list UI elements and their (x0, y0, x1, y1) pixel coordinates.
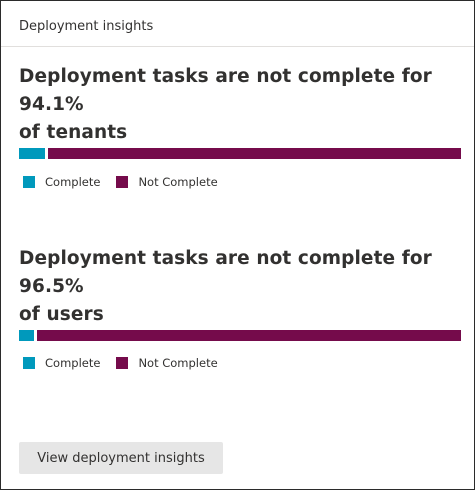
legend-item-complete: Complete (23, 175, 100, 189)
legend-label-not-complete: Not Complete (138, 175, 218, 189)
tenants-headline-line1: Deployment tasks are not complete for 94… (19, 66, 432, 115)
legend-label-not-complete: Not Complete (138, 356, 218, 370)
users-progress-bar (19, 330, 461, 341)
users-bar-not-complete (37, 330, 461, 341)
bar-separator (45, 148, 48, 159)
legend-label-complete: Complete (45, 175, 101, 189)
legend-item-complete: Complete (23, 356, 100, 370)
users-headline: Deployment tasks are not complete for 96… (19, 245, 461, 329)
users-headline-line1: Deployment tasks are not complete for 96… (19, 248, 432, 297)
not-complete-swatch-icon (116, 176, 129, 188)
legend-label-complete: Complete (45, 356, 101, 370)
users-bar-complete (19, 330, 34, 341)
tenants-legend: Complete Not Complete (23, 175, 234, 189)
tenants-progress-bar (19, 148, 461, 159)
tenants-section: Deployment tasks are not complete for 94… (19, 63, 461, 189)
legend-item-not-complete: Not Complete (116, 356, 218, 370)
bar-separator (34, 330, 37, 341)
complete-swatch-icon (23, 176, 35, 188)
users-headline-line2: of users (19, 304, 104, 325)
not-complete-swatch-icon (116, 357, 129, 369)
card-title: Deployment insights (1, 1, 474, 47)
users-section: Deployment tasks are not complete for 96… (19, 245, 461, 370)
tenants-bar-not-complete (48, 148, 461, 159)
tenants-headline: Deployment tasks are not complete for 94… (19, 63, 461, 147)
complete-swatch-icon (23, 357, 35, 369)
legend-item-not-complete: Not Complete (116, 175, 218, 189)
tenants-bar-complete (19, 148, 45, 159)
tenants-headline-line2: of tenants (19, 122, 128, 143)
view-deployment-insights-button[interactable]: View deployment insights (19, 442, 223, 474)
users-legend: Complete Not Complete (23, 356, 234, 370)
